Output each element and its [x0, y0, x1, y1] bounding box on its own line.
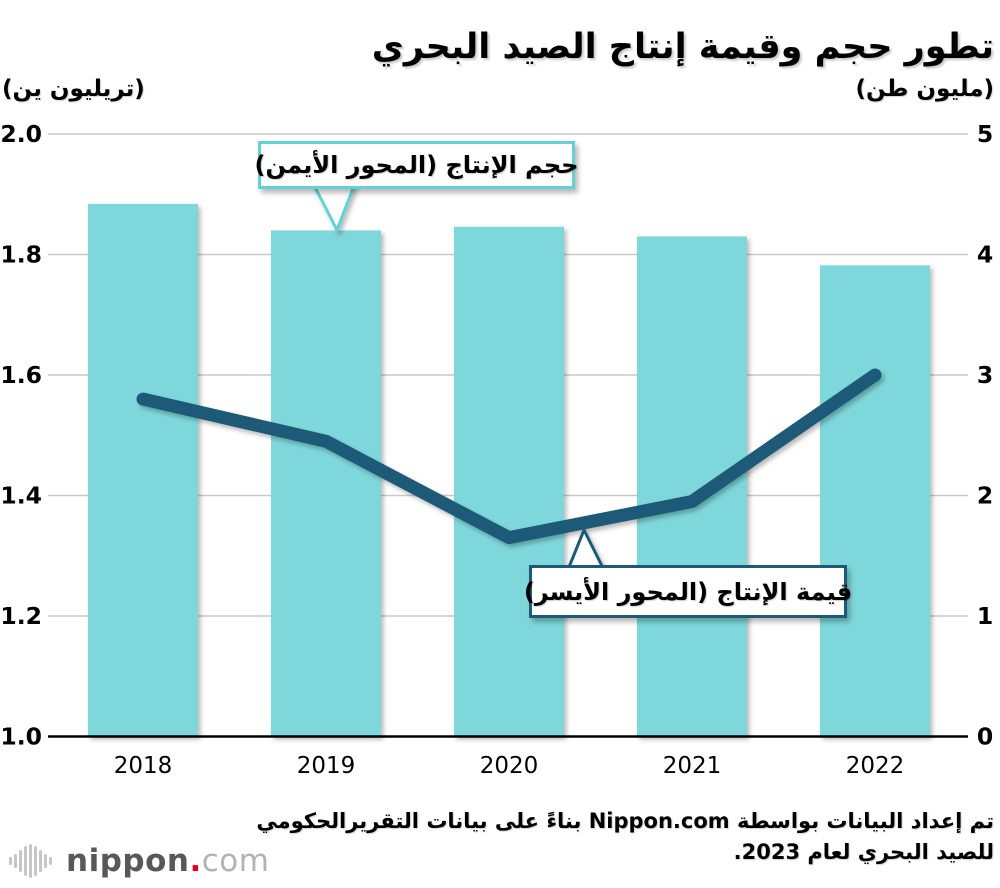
x-axis-label: 2022 — [846, 753, 905, 779]
value-callout-label: قيمة الإنتاج (المحور الأيسر) — [523, 577, 853, 606]
source-note: تم إعداد البيانات بواسطة Nippon.com بناء… — [200, 806, 994, 868]
right-axis-tick-label: 4 — [977, 241, 993, 269]
bar — [820, 265, 930, 737]
x-axis-label: 2020 — [480, 753, 539, 779]
logo-word-nippon: nippon — [66, 843, 190, 879]
left-axis-unit-label: (تريليون ين) — [2, 76, 145, 102]
right-axis-tick-label: 1 — [977, 602, 993, 630]
left-axis-tick-label: 1.8 — [0, 241, 42, 269]
callout-tails — [310, 181, 608, 574]
value-line-path — [136, 368, 882, 545]
right-axis-tick-labels: 5 4 3 2 1 0 — [977, 120, 993, 751]
logo-dot: . — [189, 843, 202, 879]
left-axis-tick-label: 1.4 — [0, 482, 42, 510]
left-axis-tick-label: 2.0 — [0, 120, 42, 148]
volume-callout-label: حجم الإنتاج (المحور الأيمن) — [254, 151, 579, 179]
x-axis-year-labels: 2018 2019 2020 2021 2022 — [114, 753, 905, 779]
left-axis-tick-labels: 2.0 1.8 1.6 1.4 1.2 1.0 — [0, 120, 42, 751]
chart-title: تطور حجم وقيمة إنتاج الصيد البحري — [371, 27, 994, 68]
volume-bars — [88, 203, 930, 737]
x-axis-label: 2018 — [114, 753, 173, 779]
source-note-line2: للصيد البحري لعام 2023. — [733, 840, 994, 864]
right-axis-tick-label: 0 — [977, 723, 993, 751]
volume-callout: حجم الإنتاج (المحور الأيمن) — [255, 141, 578, 189]
right-axis-tick-label: 3 — [977, 361, 993, 389]
bar — [454, 226, 564, 737]
right-axis-unit-label: (مليون طن) — [855, 76, 994, 102]
nippon-logo-mark-icon — [9, 844, 52, 878]
left-axis-tick-label: 1.6 — [0, 361, 42, 389]
left-axis-tick-label: 1.2 — [0, 602, 42, 630]
right-axis-tick-label: 2 — [977, 482, 993, 510]
value-callout: قيمة الإنتاج (المحور الأيسر) — [524, 565, 852, 618]
value-line — [136, 368, 882, 545]
nippon-logo: nippon.com — [8, 842, 269, 880]
left-axis-tick-label: 1.0 — [0, 723, 42, 751]
bar — [88, 203, 198, 737]
bar — [637, 236, 747, 737]
x-axis-label: 2019 — [297, 753, 356, 779]
source-note-line1: تم إعداد البيانات بواسطة Nippon.com بناء… — [256, 809, 994, 833]
bar — [271, 230, 381, 737]
volume-callout-tail — [310, 181, 358, 234]
nippon-logo-text: nippon.com — [66, 843, 269, 879]
right-axis-tick-label: 5 — [977, 120, 993, 148]
x-axis-label: 2021 — [663, 753, 722, 779]
logo-word-com: com — [201, 843, 270, 879]
